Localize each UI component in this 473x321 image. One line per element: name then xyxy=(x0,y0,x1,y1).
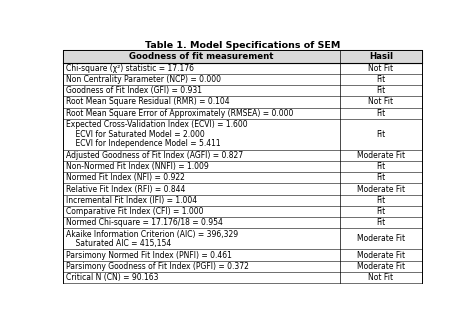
Text: ECVI for Saturated Model = 2.000: ECVI for Saturated Model = 2.000 xyxy=(66,130,205,139)
Text: Expected Cross-Validation Index (ECVI) = 1.600: Expected Cross-Validation Index (ECVI) =… xyxy=(66,120,248,129)
Text: Fit: Fit xyxy=(376,162,385,171)
Text: Moderate Fit: Moderate Fit xyxy=(357,151,405,160)
Text: Goodness of fit measurement: Goodness of fit measurement xyxy=(129,52,273,61)
Text: Fit: Fit xyxy=(376,109,385,118)
Text: Normed Fit Index (NFI) = 0.922: Normed Fit Index (NFI) = 0.922 xyxy=(66,173,185,182)
Text: Fit: Fit xyxy=(376,207,385,216)
Text: Fit: Fit xyxy=(376,173,385,182)
Text: Critical N (CN) = 90.163: Critical N (CN) = 90.163 xyxy=(66,273,159,282)
Text: Moderate Fit: Moderate Fit xyxy=(357,251,405,260)
Text: Fit: Fit xyxy=(376,86,385,95)
Text: Goodness of Fit Index (GFI) = 0.931: Goodness of Fit Index (GFI) = 0.931 xyxy=(66,86,202,95)
Text: Non-Normed Fit Index (NNFI) = 1.009: Non-Normed Fit Index (NNFI) = 1.009 xyxy=(66,162,209,171)
Text: Fit: Fit xyxy=(376,196,385,205)
Text: Not Fit: Not Fit xyxy=(368,273,394,282)
Text: Root Mean Square Error of Approximately (RMSEA) = 0.000: Root Mean Square Error of Approximately … xyxy=(66,109,294,118)
Text: Fit: Fit xyxy=(376,218,385,227)
Text: Moderate Fit: Moderate Fit xyxy=(357,185,405,194)
Text: Root Mean Square Residual (RMR) = 0.104: Root Mean Square Residual (RMR) = 0.104 xyxy=(66,97,230,107)
Text: Parsimony Normed Fit Index (PNFI) = 0.461: Parsimony Normed Fit Index (PNFI) = 0.46… xyxy=(66,251,232,260)
Text: Non Centrality Parameter (NCP) = 0.000: Non Centrality Parameter (NCP) = 0.000 xyxy=(66,75,221,84)
Text: ECVI for Independence Model = 5.411: ECVI for Independence Model = 5.411 xyxy=(66,139,221,148)
Text: Relative Fit Index (RFI) = 0.844: Relative Fit Index (RFI) = 0.844 xyxy=(66,185,186,194)
Text: Chi-square (χ²) statistic = 17.176: Chi-square (χ²) statistic = 17.176 xyxy=(66,64,194,73)
Text: Adjusted Goodness of Fit Index (AGFI) = 0.827: Adjusted Goodness of Fit Index (AGFI) = … xyxy=(66,151,244,160)
Text: Not Fit: Not Fit xyxy=(368,97,394,107)
Text: Saturated AIC = 415,154: Saturated AIC = 415,154 xyxy=(66,239,172,248)
Text: Normed Chi-square = 17.176/18 = 0.954: Normed Chi-square = 17.176/18 = 0.954 xyxy=(66,218,223,227)
Text: Table 1. Model Specifications of SEM: Table 1. Model Specifications of SEM xyxy=(145,41,340,50)
Bar xyxy=(63,50,422,63)
Text: Moderate Fit: Moderate Fit xyxy=(357,262,405,271)
Text: Not Fit: Not Fit xyxy=(368,64,394,73)
Text: Fit: Fit xyxy=(376,75,385,84)
Text: Incremental Fit Index (IFI) = 1.004: Incremental Fit Index (IFI) = 1.004 xyxy=(66,196,198,205)
Text: Fit: Fit xyxy=(376,130,385,139)
Text: Moderate Fit: Moderate Fit xyxy=(357,234,405,243)
Text: Parsimony Goodness of Fit Index (PGFI) = 0.372: Parsimony Goodness of Fit Index (PGFI) =… xyxy=(66,262,249,271)
Text: Comparative Fit Index (CFI) = 1.000: Comparative Fit Index (CFI) = 1.000 xyxy=(66,207,204,216)
Text: Hasil: Hasil xyxy=(369,52,393,61)
Text: Akaike Information Criterion (AIC) = 396,329: Akaike Information Criterion (AIC) = 396… xyxy=(66,230,238,239)
